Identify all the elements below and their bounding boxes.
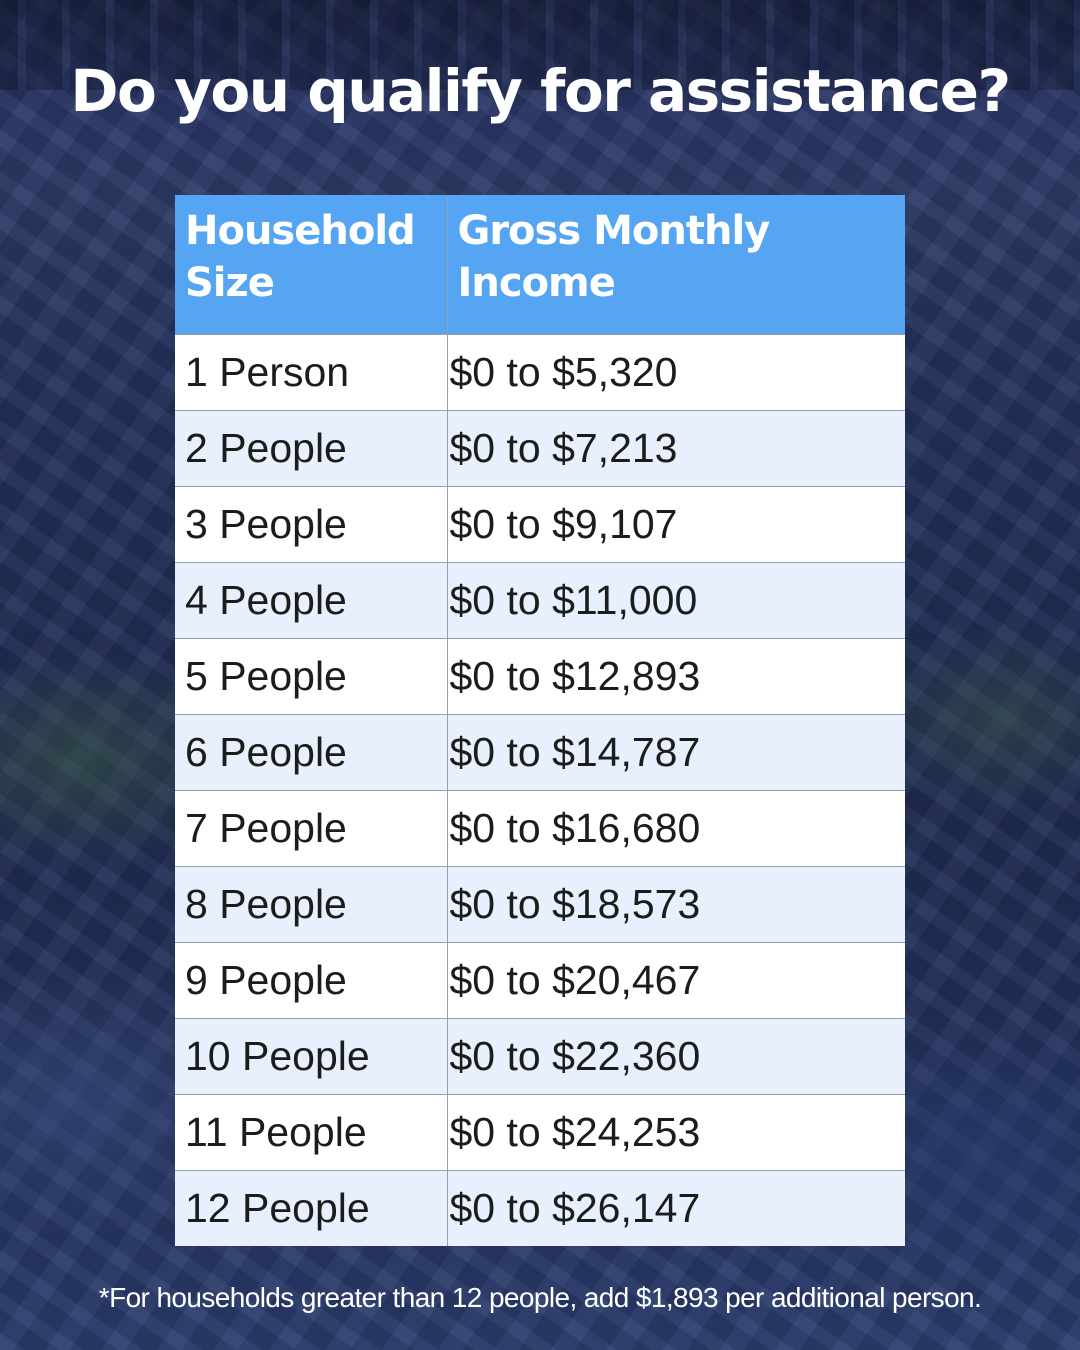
table-row: 2 People $0 to $7,213 [175,409,905,486]
table-row: 7 People $0 to $16,680 [175,789,905,866]
income-range-cell: $0 to $5,320 [447,333,905,410]
household-size-cell: 7 People [175,789,448,866]
table-row: 9 People $0 to $20,467 [175,941,905,1018]
table-header-row: Household Size Gross Monthly Income [175,195,905,334]
household-size-cell: 11 People [175,1093,448,1170]
income-table: Household Size Gross Monthly Income 1 Pe… [175,195,905,1246]
household-size-cell: 3 People [175,485,448,562]
header-household-size: Household Size [175,195,448,334]
household-size-cell: 10 People [175,1017,448,1094]
income-range-cell: $0 to $7,213 [447,409,905,486]
table-row: 1 Person $0 to $5,320 [175,333,905,410]
income-range-cell: $0 to $20,467 [447,941,905,1018]
household-size-cell: 2 People [175,409,448,486]
income-range-cell: $0 to $11,000 [447,561,905,638]
household-size-cell: 4 People [175,561,448,638]
income-table-container: Household Size Gross Monthly Income 1 Pe… [175,195,905,1246]
income-range-cell: $0 to $24,253 [447,1093,905,1170]
income-range-cell: $0 to $14,787 [447,713,905,790]
household-size-cell: 8 People [175,865,448,942]
income-range-cell: $0 to $9,107 [447,485,905,562]
table-row: 4 People $0 to $11,000 [175,561,905,638]
table-row: 8 People $0 to $18,573 [175,865,905,942]
table-row: 5 People $0 to $12,893 [175,637,905,714]
skyline-background [0,0,1080,90]
table-row: 12 People $0 to $26,147 [175,1169,905,1246]
income-range-cell: $0 to $12,893 [447,637,905,714]
household-size-cell: 5 People [175,637,448,714]
household-size-cell: 1 Person [175,333,448,410]
table-row: 6 People $0 to $14,787 [175,713,905,790]
table-row: 11 People $0 to $24,253 [175,1093,905,1170]
income-range-cell: $0 to $26,147 [447,1169,905,1246]
household-size-cell: 9 People [175,941,448,1018]
income-range-cell: $0 to $18,573 [447,865,905,942]
household-size-cell: 12 People [175,1169,448,1246]
income-range-cell: $0 to $16,680 [447,789,905,866]
income-range-cell: $0 to $22,360 [447,1017,905,1094]
header-gross-monthly-income: Gross Monthly Income [447,195,905,334]
page-title: Do you qualify for assistance? [70,57,1011,125]
table-row: 3 People $0 to $9,107 [175,485,905,562]
household-size-cell: 6 People [175,713,448,790]
table-row: 10 People $0 to $22,360 [175,1017,905,1094]
footnote: *For households greater than 12 people, … [98,1282,982,1313]
